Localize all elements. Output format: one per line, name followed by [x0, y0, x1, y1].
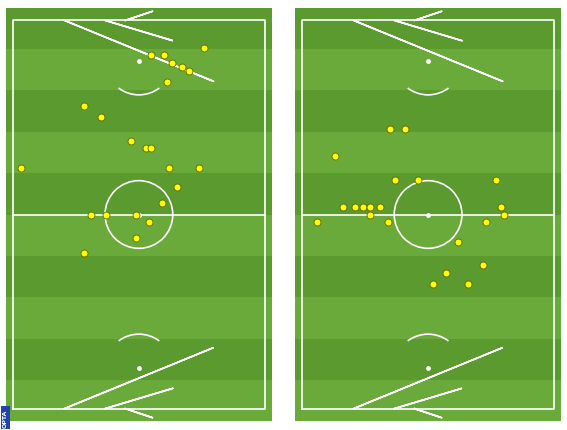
Bar: [295, 298, 561, 339]
Bar: [6, 50, 272, 91]
Bar: [6, 9, 272, 50]
Bar: [295, 132, 561, 174]
Bar: [295, 9, 561, 50]
Bar: [295, 380, 561, 421]
Bar: [6, 380, 272, 421]
Bar: [295, 256, 561, 298]
Bar: [295, 50, 561, 91]
Bar: [6, 132, 272, 174]
Bar: [295, 174, 561, 215]
Bar: [6, 174, 272, 215]
Bar: [6, 339, 272, 380]
Bar: [6, 256, 272, 298]
Bar: [6, 215, 272, 256]
Text: OPTA: OPTA: [3, 408, 8, 427]
Bar: [6, 298, 272, 339]
Bar: [295, 215, 561, 256]
Bar: [6, 91, 272, 132]
Bar: [295, 339, 561, 380]
Bar: [295, 91, 561, 132]
